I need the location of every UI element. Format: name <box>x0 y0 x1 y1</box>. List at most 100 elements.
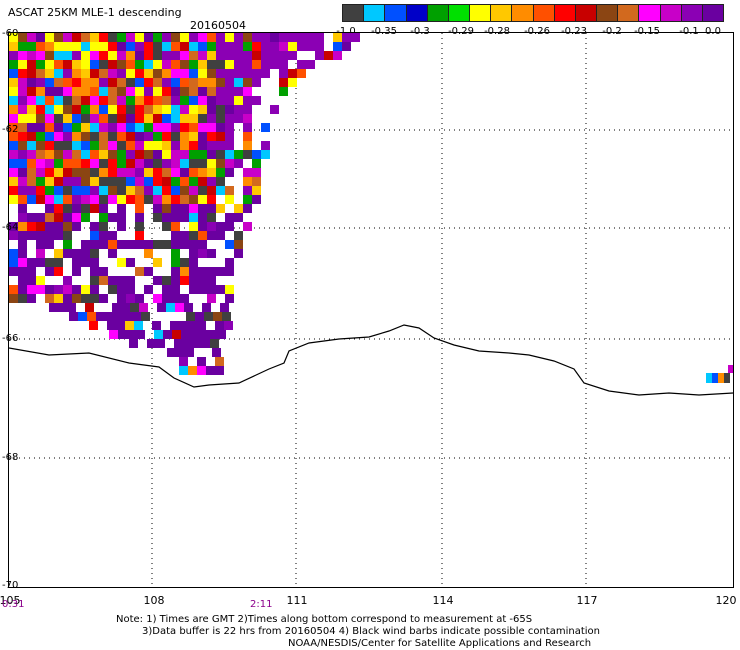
swath-cell <box>18 177 27 186</box>
swath-cell <box>216 69 225 78</box>
swath-cell <box>252 195 261 204</box>
swath-cell <box>27 258 36 267</box>
swath-cell <box>216 168 225 177</box>
swath-cell <box>139 303 148 312</box>
swath-cell <box>18 267 27 276</box>
map-panel[interactable] <box>8 32 734 588</box>
swath-cell <box>171 285 180 294</box>
swath-cell <box>99 150 108 159</box>
swath-cell <box>144 159 153 168</box>
swath-cell <box>234 114 243 123</box>
color-swatch-15 <box>660 4 682 22</box>
swath-cell <box>333 42 342 51</box>
swath-cell <box>252 51 261 60</box>
swath-cell <box>198 285 207 294</box>
swath-cell <box>180 96 189 105</box>
swath-cell <box>108 78 117 87</box>
swath-cell <box>18 186 27 195</box>
swath-cell <box>198 96 207 105</box>
swath-cell <box>243 60 252 69</box>
swath-cell <box>54 96 63 105</box>
swath-cell <box>216 267 225 276</box>
swath-cell <box>153 114 162 123</box>
swath-cell <box>99 123 108 132</box>
swath-cell <box>135 204 144 213</box>
swath-cell <box>135 159 144 168</box>
swath-cell <box>72 69 81 78</box>
swath-cell <box>297 42 306 51</box>
swath-cell <box>135 213 144 222</box>
swath-cell <box>225 69 234 78</box>
swath-cell <box>36 114 45 123</box>
swath-cell <box>180 141 189 150</box>
swath-cell <box>243 87 252 96</box>
swath-cell <box>189 87 198 96</box>
swath-cell <box>118 330 127 339</box>
swath-cell <box>107 321 116 330</box>
swath-cell <box>45 222 54 231</box>
swath-cell <box>18 78 27 87</box>
color-swatch-5 <box>448 4 471 22</box>
swath-cell <box>279 78 288 87</box>
swath-cell <box>27 150 36 159</box>
swath-cell <box>81 105 90 114</box>
swath-cell <box>36 123 45 132</box>
swath-cell <box>270 42 279 51</box>
swath-cell <box>49 303 58 312</box>
swath-cell <box>210 339 219 348</box>
swath-cell <box>108 159 117 168</box>
swath-cell <box>18 222 27 231</box>
swath-cell <box>157 303 166 312</box>
swath-cell <box>180 132 189 141</box>
swath-cell <box>63 78 72 87</box>
swath-cell <box>225 33 234 42</box>
swath-cell <box>171 150 180 159</box>
swath-cell <box>99 186 108 195</box>
swath-cell <box>135 105 144 114</box>
swath-cell <box>63 60 72 69</box>
swath-cell <box>135 51 144 60</box>
swath-cell <box>180 258 189 267</box>
swath-cell <box>45 123 54 132</box>
swath-cell <box>234 51 243 60</box>
swath-cell <box>144 60 153 69</box>
swath-cell <box>72 186 81 195</box>
swath-cell <box>9 141 18 150</box>
swath-cell <box>288 51 297 60</box>
swath-cell <box>36 222 45 231</box>
color-swatch-3 <box>406 4 428 22</box>
swath-cell <box>36 249 45 258</box>
swath-cell <box>108 249 117 258</box>
swath-cell <box>243 150 252 159</box>
swath-cell <box>144 249 153 258</box>
swath-cell <box>189 69 198 78</box>
swath-cell <box>213 312 222 321</box>
swath-cell <box>215 357 224 366</box>
swath-cell <box>18 42 27 51</box>
swath-cell <box>216 285 225 294</box>
swath-cell <box>153 123 162 132</box>
swath-cell <box>180 105 189 114</box>
swath-cell <box>144 186 153 195</box>
swath-cell <box>162 168 171 177</box>
swath-cell <box>171 42 180 51</box>
swath-cell <box>171 177 180 186</box>
swath-cell <box>63 231 72 240</box>
swath-cell <box>189 105 198 114</box>
swath-cell <box>72 105 81 114</box>
swath-cell <box>126 105 135 114</box>
swath-cell <box>144 96 153 105</box>
swath-cell <box>198 177 207 186</box>
swath-cell <box>18 69 27 78</box>
swath-cell <box>117 96 126 105</box>
color-swatch-0 <box>342 4 365 22</box>
swath-cell <box>144 195 153 204</box>
swath-cell <box>153 150 162 159</box>
swath-cell <box>215 321 224 330</box>
swath-cell <box>234 204 243 213</box>
swath-cell <box>162 105 171 114</box>
swath-cell <box>108 123 117 132</box>
swath-cell <box>45 87 54 96</box>
swath-cell <box>135 267 144 276</box>
swath-cell <box>225 60 234 69</box>
